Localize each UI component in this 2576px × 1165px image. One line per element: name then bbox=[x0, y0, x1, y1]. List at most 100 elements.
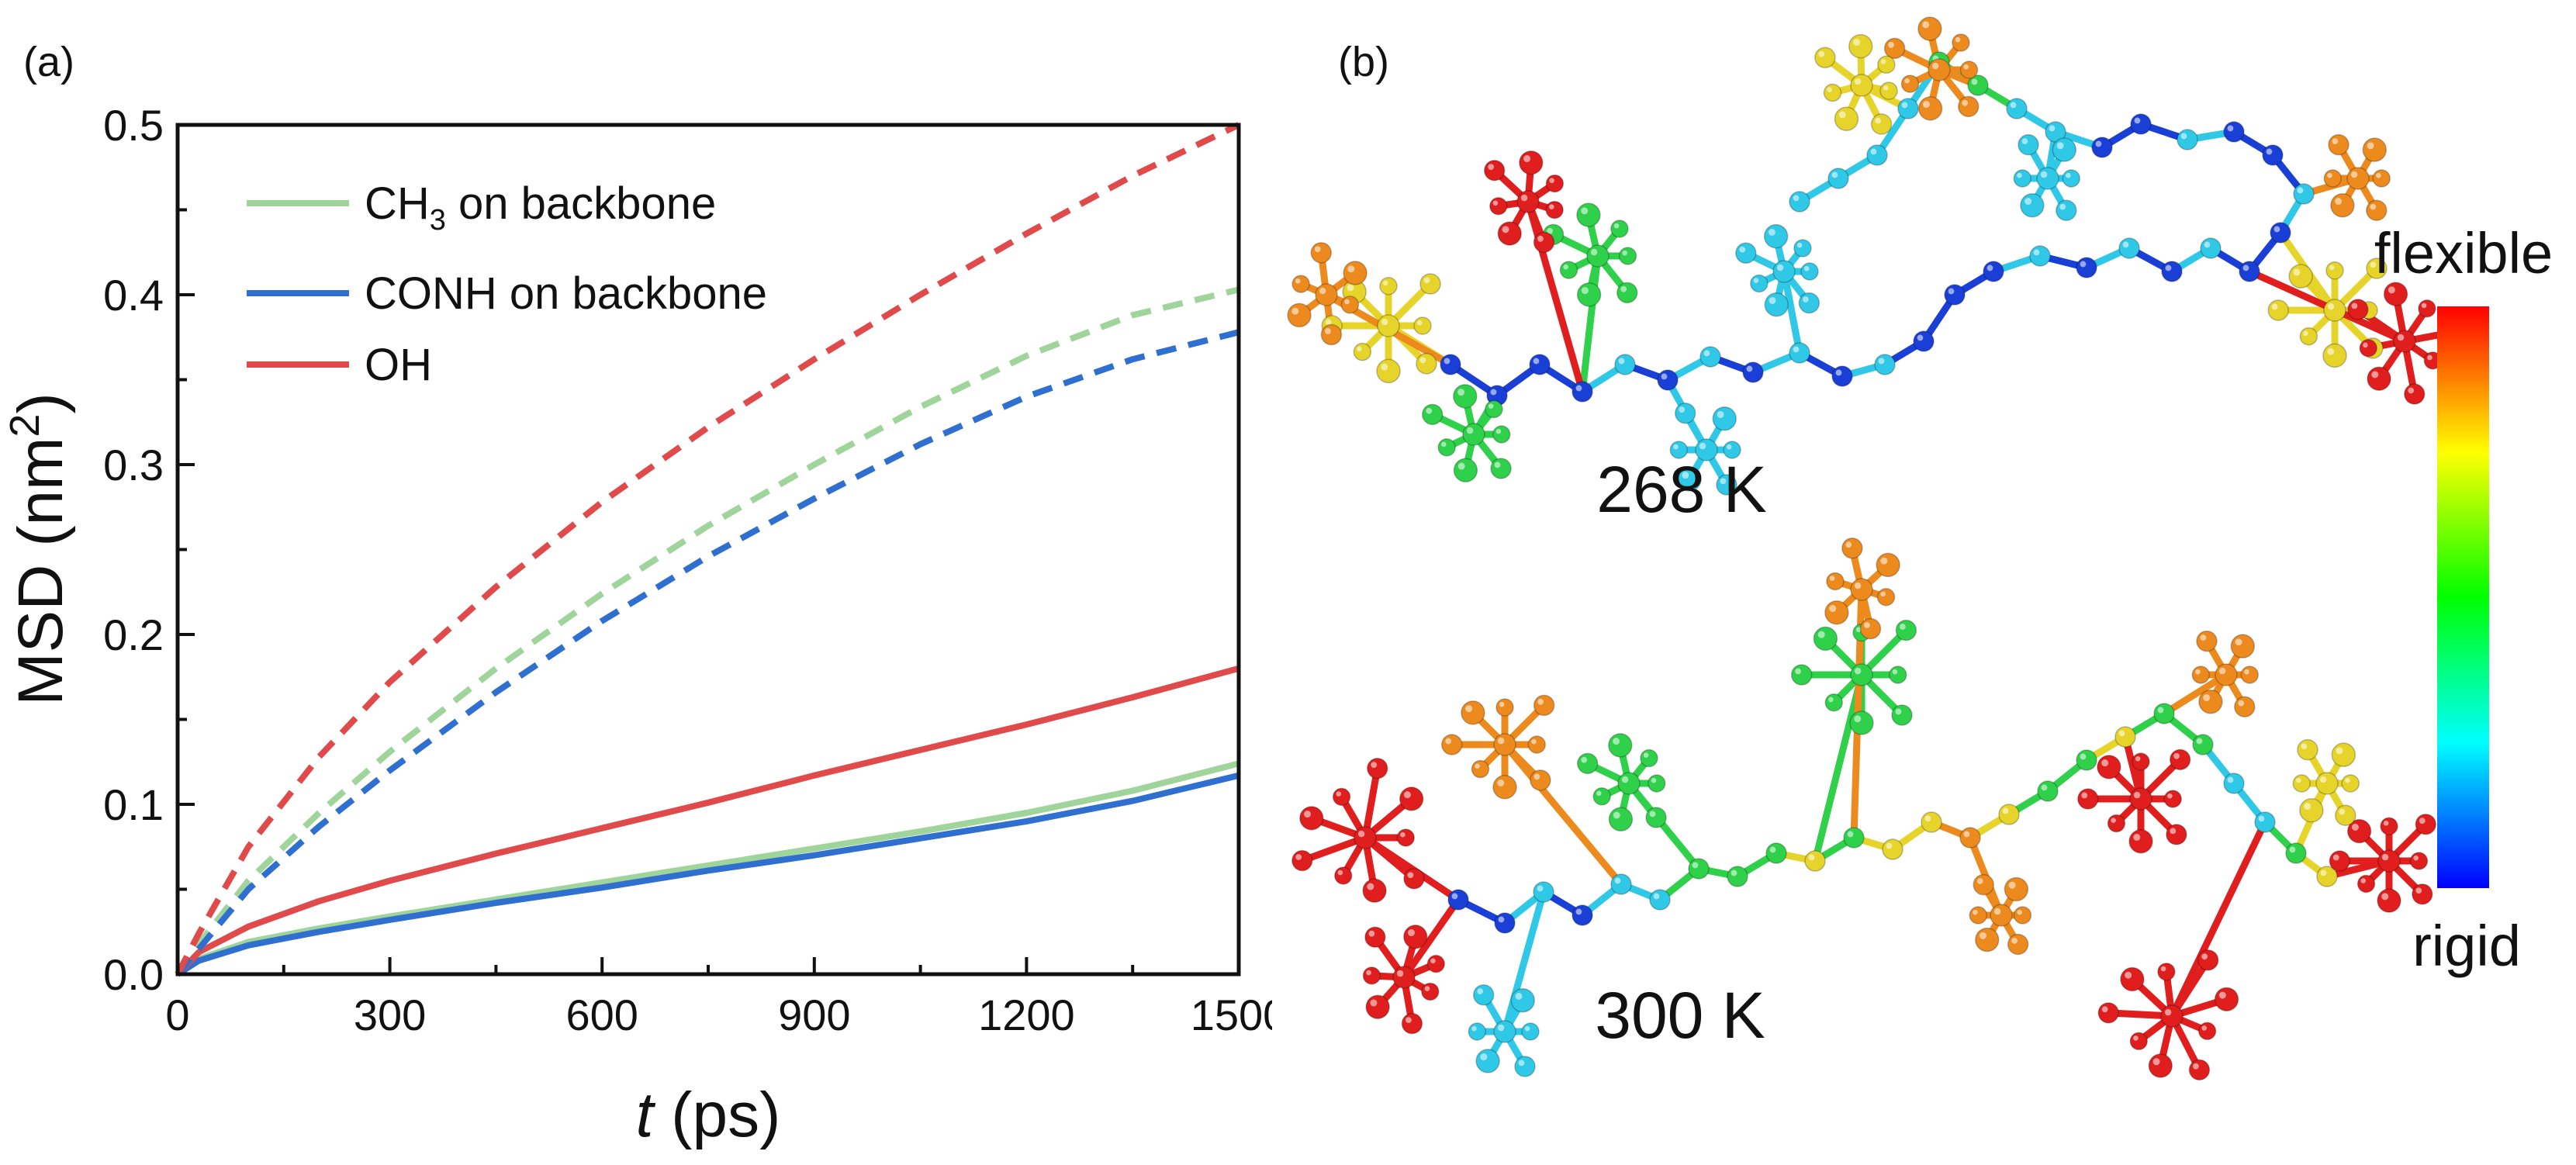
atom bbox=[2393, 330, 2416, 353]
atom-highlight bbox=[1845, 541, 1852, 548]
atom-highlight bbox=[1613, 811, 1620, 819]
atom-highlight bbox=[1367, 883, 1374, 890]
atom bbox=[2191, 665, 2211, 684]
atom-highlight bbox=[1835, 369, 1842, 376]
atom bbox=[2377, 849, 2401, 873]
atom-highlight bbox=[1948, 288, 1955, 295]
atom-highlight bbox=[2196, 738, 2203, 745]
atom-highlight bbox=[1870, 148, 1877, 155]
legend-label-oh: OH bbox=[365, 340, 432, 390]
atom-highlight bbox=[2235, 638, 2242, 646]
atom bbox=[1353, 342, 1372, 361]
atom-highlight bbox=[2336, 747, 2343, 755]
atom-highlight bbox=[1817, 631, 1825, 638]
atom-highlight bbox=[2244, 669, 2249, 675]
atom-highlight bbox=[1880, 557, 1888, 565]
atom-highlight bbox=[1405, 1017, 1412, 1023]
atom-highlight bbox=[2327, 172, 2332, 178]
atom-highlight bbox=[1533, 773, 1540, 780]
atom-highlight bbox=[1776, 264, 1784, 271]
atom-highlight bbox=[1886, 842, 1893, 849]
atom-highlight bbox=[2135, 755, 2141, 762]
atom bbox=[2239, 261, 2260, 282]
atom-highlight bbox=[1366, 970, 1371, 976]
atom-highlight bbox=[1295, 278, 1301, 284]
atom-highlight bbox=[1408, 929, 1416, 937]
x-tick-label: 300 bbox=[354, 990, 426, 1039]
atom bbox=[2120, 966, 2145, 992]
atom bbox=[1789, 342, 1810, 364]
y-tick-label: 0.5 bbox=[103, 101, 164, 150]
atom bbox=[1608, 807, 1634, 832]
atom bbox=[1332, 787, 1351, 807]
atom bbox=[2240, 665, 2259, 684]
atom bbox=[2214, 987, 2239, 1012]
atom-highlight bbox=[2040, 171, 2048, 178]
atom-highlight bbox=[2332, 854, 2339, 861]
atom-highlight bbox=[1692, 862, 1699, 869]
x-tick-label: 600 bbox=[565, 990, 638, 1039]
y-tick-label: 0.1 bbox=[103, 780, 164, 829]
atom bbox=[2383, 282, 2408, 306]
atom-highlight bbox=[2056, 142, 2064, 150]
atom-highlight bbox=[2133, 1035, 2139, 1041]
atom-highlight bbox=[2111, 818, 2116, 824]
atom bbox=[1959, 827, 1981, 849]
atom bbox=[2285, 842, 2307, 864]
atom-highlight bbox=[2008, 881, 2016, 889]
atom bbox=[1699, 346, 1721, 368]
atom-highlight bbox=[1314, 246, 1321, 253]
atom-highlight bbox=[1980, 932, 1986, 939]
atom-highlight bbox=[1931, 62, 1939, 70]
atom bbox=[2223, 121, 2245, 143]
atom-highlight bbox=[1769, 296, 1776, 304]
atom bbox=[1527, 735, 1546, 754]
atom-highlight bbox=[1426, 407, 1433, 414]
atom bbox=[2107, 814, 2126, 833]
atom-highlight bbox=[1581, 756, 1588, 763]
atom-highlight bbox=[2059, 203, 2066, 210]
atom-highlight bbox=[2289, 846, 2296, 853]
atom bbox=[2270, 222, 2291, 244]
atom-highlight bbox=[1441, 441, 1447, 448]
atom bbox=[1495, 698, 1514, 717]
atom bbox=[1772, 260, 1796, 283]
atom bbox=[2188, 1059, 2211, 1081]
atom-highlight bbox=[1575, 385, 1582, 392]
atom-highlight bbox=[1563, 264, 1568, 270]
atom bbox=[1493, 1020, 1516, 1043]
atom-highlight bbox=[1796, 242, 1803, 248]
atom bbox=[1533, 231, 1555, 254]
atom bbox=[1379, 277, 1398, 296]
atom-highlight bbox=[1878, 358, 1885, 365]
bond bbox=[2160, 671, 2230, 717]
atom bbox=[1883, 37, 1906, 60]
atom bbox=[1315, 283, 1338, 306]
atom bbox=[1545, 174, 1565, 193]
atom bbox=[1340, 296, 1360, 314]
atom bbox=[1559, 261, 1578, 279]
x-axis-label: t (ps) bbox=[636, 1080, 781, 1150]
atom bbox=[1299, 806, 1324, 831]
atom bbox=[2377, 888, 2401, 913]
atom-highlight bbox=[1768, 228, 1776, 236]
atom-highlight bbox=[2201, 953, 2208, 960]
atom-highlight bbox=[2101, 759, 2109, 767]
atom-highlight bbox=[1381, 318, 1388, 326]
atom bbox=[1572, 904, 1593, 926]
atom-highlight bbox=[2204, 241, 2211, 248]
atom bbox=[2323, 169, 2343, 188]
atom bbox=[2347, 299, 2369, 320]
atom-highlight bbox=[1753, 278, 1759, 283]
atom-highlight bbox=[1803, 265, 1810, 271]
atom bbox=[1975, 927, 2000, 952]
atom bbox=[1750, 274, 1769, 293]
atom-highlight bbox=[2370, 203, 2377, 210]
atom bbox=[2160, 1004, 2184, 1028]
atom-highlight bbox=[1892, 669, 1898, 675]
atom-highlight bbox=[2408, 387, 2415, 394]
atom bbox=[1870, 113, 1893, 135]
x-tick-label: 0 bbox=[165, 990, 189, 1039]
atom-highlight bbox=[2024, 198, 2032, 206]
